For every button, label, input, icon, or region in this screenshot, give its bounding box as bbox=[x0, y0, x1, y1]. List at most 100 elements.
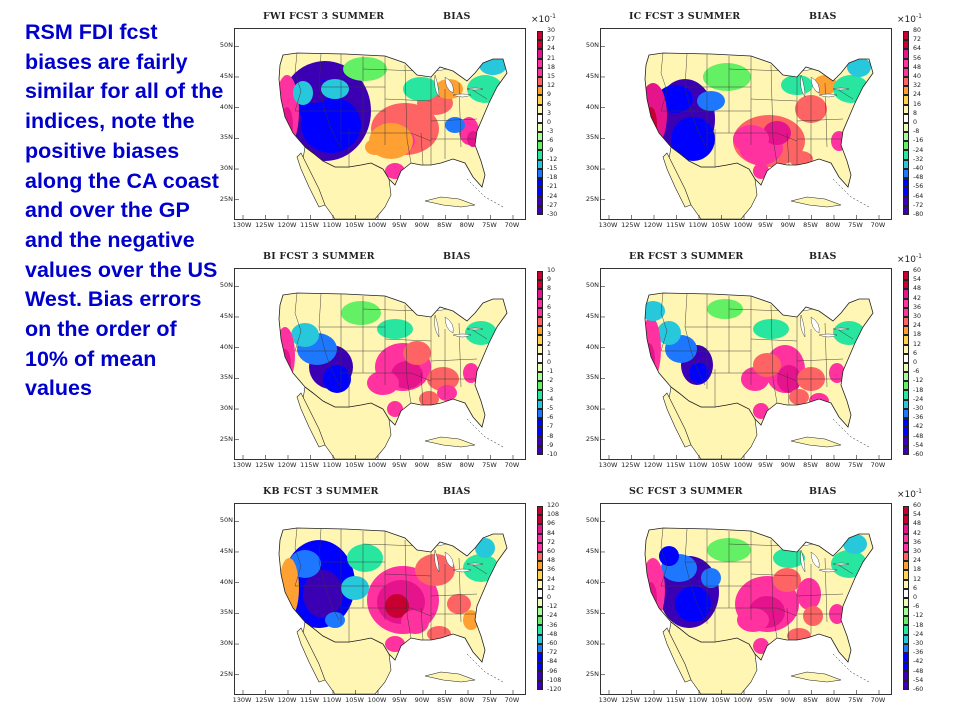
color-scale-bar bbox=[537, 271, 543, 455]
lat-label: 40N bbox=[219, 102, 233, 111]
lat-label: 45N bbox=[585, 311, 599, 320]
lon-label: 95W bbox=[758, 696, 773, 704]
state-boundary bbox=[458, 82, 462, 148]
lat-label: 25N bbox=[585, 669, 599, 678]
great-lake bbox=[434, 74, 440, 98]
lon-label: 75W bbox=[848, 221, 863, 229]
bias-blob bbox=[367, 371, 399, 395]
scale-value: 24 bbox=[547, 45, 556, 53]
scale-value: -6 bbox=[913, 368, 920, 376]
color-swatch bbox=[537, 76, 543, 87]
color-swatch bbox=[903, 104, 909, 114]
color-swatch bbox=[903, 381, 909, 391]
color-swatch bbox=[903, 616, 909, 626]
color-swatch bbox=[903, 372, 909, 382]
bias-map bbox=[600, 503, 892, 695]
cuba-shape bbox=[424, 671, 476, 683]
color-swatch bbox=[537, 372, 543, 382]
bias-blob bbox=[341, 301, 381, 325]
color-swatch bbox=[537, 159, 543, 169]
scale-value: -72 bbox=[913, 201, 924, 209]
bias-blob bbox=[321, 79, 349, 99]
state-boundary bbox=[750, 573, 798, 577]
lon-label: 70W bbox=[870, 461, 886, 469]
scale-value: -8 bbox=[913, 128, 920, 136]
lon-label: 80W bbox=[459, 461, 475, 469]
color-swatch bbox=[537, 362, 543, 373]
state-boundary bbox=[750, 98, 798, 102]
lon-label: 125W bbox=[255, 696, 274, 704]
scale-value: -48 bbox=[547, 630, 558, 638]
lon-label: 115W bbox=[300, 696, 319, 704]
state-boundary bbox=[430, 118, 478, 122]
state-boundary bbox=[384, 573, 432, 577]
scale-value: 24 bbox=[913, 322, 922, 330]
scale-value: -36 bbox=[913, 414, 924, 422]
lon-label: 100W bbox=[367, 461, 387, 469]
lat-label: 30N bbox=[219, 404, 233, 413]
scale-value: -36 bbox=[913, 649, 924, 657]
great-lake bbox=[818, 568, 838, 573]
map-title: FWI FCST 3 SUMMER bbox=[263, 11, 385, 22]
lon-label: 95W bbox=[758, 221, 773, 229]
color-swatch bbox=[537, 316, 543, 327]
scale-value: -40 bbox=[913, 165, 924, 172]
scale-value: 40 bbox=[913, 73, 922, 80]
scale-value: 2 bbox=[547, 340, 552, 348]
scale-value: -30 bbox=[547, 211, 558, 218]
bias-map bbox=[234, 28, 526, 220]
color-swatch bbox=[537, 205, 543, 215]
scale-value: -3 bbox=[547, 386, 554, 394]
color-swatch bbox=[903, 353, 909, 363]
color-swatch bbox=[903, 122, 909, 133]
scale-value: -54 bbox=[913, 676, 924, 684]
state-boundary bbox=[796, 593, 844, 597]
color-swatch bbox=[903, 67, 909, 77]
color-swatch bbox=[537, 113, 543, 123]
bias-blob bbox=[829, 363, 845, 383]
scale-value: 3 bbox=[547, 331, 552, 339]
baja-shape bbox=[296, 627, 326, 683]
bias-map bbox=[234, 503, 526, 695]
lon-label: 105W bbox=[345, 696, 364, 704]
scale-value: 42 bbox=[913, 529, 922, 537]
lon-label: 100W bbox=[367, 221, 387, 229]
state-boundary bbox=[770, 304, 778, 404]
lon-label: 85W bbox=[437, 461, 452, 469]
bias-label: BIAS bbox=[809, 486, 837, 497]
color-swatch bbox=[903, 132, 909, 142]
bias-map bbox=[234, 268, 526, 460]
map-title: IC FCST 3 SUMMER bbox=[629, 11, 741, 22]
bias-blob bbox=[419, 391, 439, 407]
scale-value: -2 bbox=[547, 377, 554, 385]
bias-label: BIAS bbox=[443, 11, 471, 22]
color-swatch bbox=[903, 58, 909, 68]
dashed-boundary bbox=[832, 418, 870, 448]
color-swatch bbox=[537, 662, 543, 672]
color-swatch bbox=[537, 150, 543, 160]
bias-blob bbox=[697, 91, 725, 111]
color-swatch bbox=[903, 607, 909, 617]
scale-value: 32 bbox=[913, 82, 922, 90]
lon-label: 130W bbox=[598, 461, 618, 469]
panel-er: ER FCST 3 SUMMER BIAS ×10-1 60 54 48 42 36 30… bbox=[571, 250, 924, 475]
color-swatch bbox=[537, 506, 543, 516]
state-boundary bbox=[796, 358, 844, 362]
lon-label: 85W bbox=[437, 221, 452, 229]
color-swatch bbox=[537, 122, 543, 133]
scale-value: -120 bbox=[547, 686, 562, 693]
color-swatch bbox=[537, 67, 543, 77]
color-swatch bbox=[537, 588, 543, 598]
lon-label: 90W bbox=[414, 696, 430, 704]
baja-shape bbox=[296, 392, 326, 448]
state-boundary bbox=[707, 132, 798, 142]
lon-label: 85W bbox=[803, 461, 818, 469]
lon-label: 70W bbox=[870, 696, 886, 704]
color-swatch bbox=[537, 671, 543, 681]
lon-label: 100W bbox=[733, 461, 753, 469]
state-boundary bbox=[707, 607, 798, 617]
bias-blob bbox=[463, 554, 499, 582]
lon-label: 115W bbox=[666, 221, 685, 229]
scale-value: -18 bbox=[913, 386, 924, 394]
color-swatch bbox=[537, 542, 543, 552]
